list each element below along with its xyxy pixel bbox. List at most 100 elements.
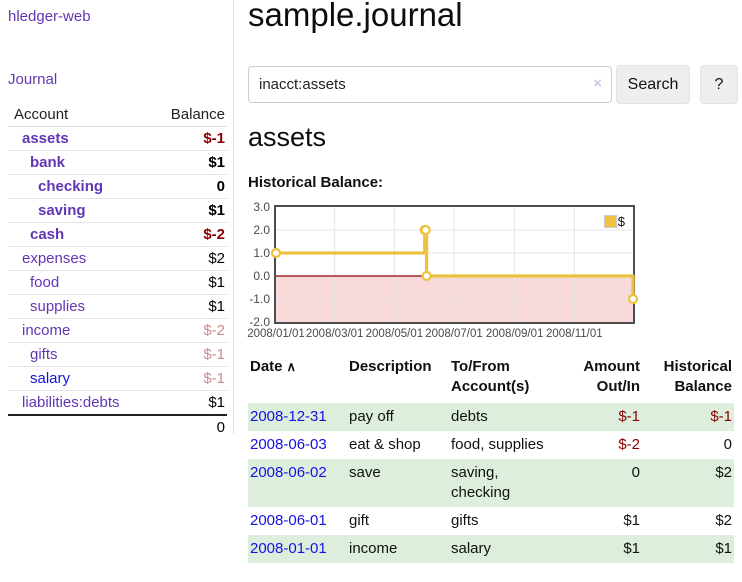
sidebar-account-link[interactable]: supplies	[30, 298, 86, 315]
register-cell: $-1	[618, 408, 640, 425]
sidebar-account-link[interactable]: food	[30, 274, 60, 291]
register-cell: $2	[715, 464, 732, 481]
legend-swatch-icon	[603, 215, 617, 228]
register-cell: $2	[715, 512, 732, 529]
sidebar-account-link[interactable]: bank	[30, 154, 66, 171]
register-date-link[interactable]: 2008-01-01	[250, 540, 327, 557]
sidebar-divider	[233, 0, 234, 434]
account-balance: $-1	[149, 342, 227, 367]
register-cell: $1	[623, 540, 640, 557]
sidebar-account-link[interactable]: gifts	[30, 346, 58, 363]
sidebar-account-link[interactable]: salary	[30, 370, 71, 387]
data-point-marker	[270, 247, 282, 259]
register-cell: $1	[715, 540, 732, 557]
accounts-balance-table: Account Balance assets $-1 bank $1 checking 0…	[8, 103, 227, 439]
register-cell: $-1	[710, 408, 732, 425]
register-cell: saving, checking	[451, 464, 511, 501]
account-row: supplies $1	[8, 294, 227, 319]
search-help-button[interactable]: ?	[700, 65, 738, 104]
sidebar-item-journal[interactable]: Journal	[8, 71, 58, 88]
account-row: bank $1	[8, 150, 227, 175]
account-row: food $1	[8, 270, 227, 295]
account-row: cash $-2	[8, 222, 227, 247]
x-tick-label: 2008/01/01	[247, 328, 305, 340]
search-input[interactable]	[248, 66, 612, 103]
y-tick-label: -2.0	[249, 315, 270, 329]
register-cell: pay off	[349, 408, 394, 425]
chart-canvas	[270, 207, 639, 322]
page-title: sample.journal	[248, 0, 463, 33]
x-tick-label: 2008/05/01	[365, 328, 424, 340]
register-col-amount: Amount Out/In	[583, 358, 640, 395]
data-point-marker	[627, 293, 639, 305]
y-tick-label: -1.0	[249, 292, 270, 306]
register-cell: eat & shop	[349, 436, 421, 453]
account-balance: $1	[149, 390, 227, 416]
y-tick-label: 1.0	[253, 246, 270, 260]
sidebar-account-link[interactable]: saving	[38, 202, 86, 219]
account-row: salary $-1	[8, 366, 227, 391]
y-tick-label: 0.0	[253, 269, 270, 283]
clear-search-icon[interactable]: ×	[593, 75, 602, 92]
account-row: assets $-1	[8, 126, 227, 151]
account-balance: $1	[149, 294, 227, 319]
chart-legend: $	[602, 214, 626, 229]
account-row: liabilities:debts $1	[8, 390, 227, 416]
account-balance: $1	[149, 150, 227, 175]
sidebar-account-link[interactable]: assets	[22, 130, 69, 147]
register-cell: gifts	[451, 512, 479, 529]
accounts-col-account: Account	[8, 103, 150, 127]
sort-asc-icon: ∧	[286, 359, 297, 374]
account-heading: assets	[248, 122, 327, 152]
register-cell: salary	[451, 540, 492, 557]
register-cell: save	[349, 464, 381, 481]
search-field-wrap: ×	[248, 66, 612, 103]
data-point-marker	[420, 224, 431, 236]
register-cell: debts	[451, 408, 488, 425]
register-col-date[interactable]: Date ∧	[250, 358, 297, 375]
chart-title: Historical Balance:	[248, 174, 384, 191]
chart-plot-area: $	[270, 205, 639, 324]
x-tick-label: 2008/03/01	[305, 328, 364, 340]
accounts-col-balance: Balance	[149, 103, 227, 127]
register-col-historical: Historical Balance	[663, 358, 732, 395]
register-date-link[interactable]: 2008-06-03	[250, 436, 327, 453]
account-row: saving $1	[8, 198, 227, 223]
register-date-link[interactable]: 2008-06-01	[250, 512, 327, 529]
account-balance: $-2	[149, 318, 227, 343]
account-balance: $-2	[149, 222, 227, 247]
register-col-tofrom: To/From Account(s)	[451, 358, 530, 395]
register-cell: food, supplies	[451, 436, 544, 453]
register-table: Date ∧ Description To/From Account(s) Amount O…	[248, 356, 734, 563]
register-date-link[interactable]: 2008-12-31	[250, 408, 327, 425]
account-row: gifts $-1	[8, 342, 227, 367]
accounts-total-row: 0	[8, 414, 227, 439]
account-row: income $-2	[8, 318, 227, 343]
register-row: 2008-12-31 pay off debts $-1 $-1	[248, 403, 734, 431]
accounts-header-row: Account Balance	[8, 103, 227, 127]
search-button[interactable]: Search	[616, 65, 690, 104]
sidebar-account-link[interactable]: checking	[38, 178, 104, 195]
x-tick-label: 2008/11/01	[545, 328, 603, 340]
sidebar-account-link[interactable]: cash	[30, 226, 65, 243]
account-row: checking 0	[8, 174, 227, 199]
register-row: 2008-06-03 eat & shop food, supplies $-2 0	[248, 431, 734, 459]
x-tick-label: 2008/09/01	[485, 328, 544, 340]
x-tick-label: 2008/07/01	[425, 328, 483, 340]
account-row: expenses $2	[8, 246, 227, 271]
register-header-row: Date ∧ Description To/From Account(s) Amount O…	[248, 356, 734, 403]
register-cell: income	[349, 540, 398, 557]
register-cell: 0	[631, 464, 640, 481]
app-brand[interactable]: hledger-web	[8, 8, 91, 25]
register-cell: $1	[623, 512, 640, 529]
main-content: sample.journal × Search ? assets Histori…	[247, 0, 738, 582]
y-tick-label: 3.0	[253, 200, 270, 214]
account-balance: 0	[149, 174, 227, 199]
account-balance: $-1	[149, 126, 227, 151]
register-row: 2008-01-01 income salary $1 $1	[248, 535, 734, 563]
data-point-marker	[421, 270, 432, 282]
sidebar-account-link[interactable]: income	[22, 322, 71, 339]
register-date-link[interactable]: 2008-06-02	[250, 464, 327, 481]
sidebar-account-link[interactable]: liabilities:debts	[22, 394, 120, 411]
sidebar-account-link[interactable]: expenses	[22, 250, 87, 267]
